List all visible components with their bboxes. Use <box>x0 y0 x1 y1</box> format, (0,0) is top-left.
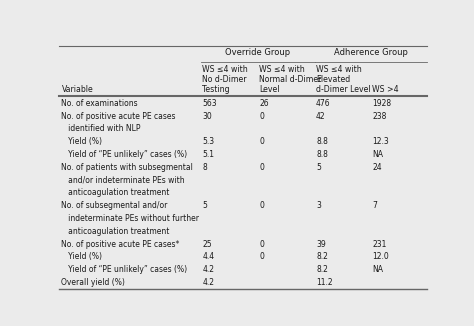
Text: No d-Dimer: No d-Dimer <box>202 75 246 84</box>
Text: 231: 231 <box>372 240 387 249</box>
Text: Yield of “PE unlikely” cases (%): Yield of “PE unlikely” cases (%) <box>62 265 188 274</box>
Text: 11.2: 11.2 <box>316 278 333 287</box>
Text: Adherence Group: Adherence Group <box>334 48 408 57</box>
Text: 5.1: 5.1 <box>202 150 214 159</box>
Text: identified with NLP: identified with NLP <box>62 125 141 133</box>
Text: No. of subsegmental and/or: No. of subsegmental and/or <box>62 201 168 210</box>
Text: WS ≤4 with: WS ≤4 with <box>316 66 362 74</box>
Text: 24: 24 <box>372 163 382 172</box>
Text: 5: 5 <box>202 201 207 210</box>
Text: 42: 42 <box>316 112 326 121</box>
Text: 5: 5 <box>316 163 321 172</box>
Text: No. of positive acute PE cases: No. of positive acute PE cases <box>62 112 176 121</box>
Text: 39: 39 <box>316 240 326 249</box>
Text: Normal d-Dimer: Normal d-Dimer <box>259 75 321 84</box>
Text: 0: 0 <box>259 201 264 210</box>
Text: Yield (%): Yield (%) <box>62 137 102 146</box>
Text: 0: 0 <box>259 240 264 249</box>
Text: 30: 30 <box>202 112 212 121</box>
Text: 1928: 1928 <box>372 99 392 108</box>
Text: 8.8: 8.8 <box>316 137 328 146</box>
Text: WS >4: WS >4 <box>372 84 399 94</box>
Text: No. of positive acute PE cases*: No. of positive acute PE cases* <box>62 240 180 249</box>
Text: and/or indeterminate PEs with: and/or indeterminate PEs with <box>62 176 185 185</box>
Text: Variable: Variable <box>62 84 93 94</box>
Text: WS ≤4 with: WS ≤4 with <box>259 66 305 74</box>
Text: Elevated: Elevated <box>316 75 350 84</box>
Text: 0: 0 <box>259 137 264 146</box>
Text: No. of examinations: No. of examinations <box>62 99 138 108</box>
Text: 8: 8 <box>202 163 207 172</box>
Text: 12.0: 12.0 <box>372 252 389 261</box>
Text: 8.8: 8.8 <box>316 150 328 159</box>
Text: Overall yield (%): Overall yield (%) <box>62 278 125 287</box>
Text: 4.4: 4.4 <box>202 252 214 261</box>
Text: 0: 0 <box>259 112 264 121</box>
Text: NA: NA <box>372 150 383 159</box>
Text: 4.2: 4.2 <box>202 278 214 287</box>
Text: anticoagulation treatment: anticoagulation treatment <box>62 188 170 198</box>
Text: indeterminate PEs without further: indeterminate PEs without further <box>62 214 200 223</box>
Text: 8.2: 8.2 <box>316 265 328 274</box>
Text: Yield of “PE unlikely” cases (%): Yield of “PE unlikely” cases (%) <box>62 150 188 159</box>
Text: 0: 0 <box>259 163 264 172</box>
Text: No. of patients with subsegmental: No. of patients with subsegmental <box>62 163 193 172</box>
Text: 5.3: 5.3 <box>202 137 214 146</box>
Text: Yield (%): Yield (%) <box>62 252 102 261</box>
Text: d-Dimer Level: d-Dimer Level <box>316 84 371 94</box>
Text: 238: 238 <box>372 112 387 121</box>
Text: 563: 563 <box>202 99 217 108</box>
Text: Testing: Testing <box>202 84 230 94</box>
Text: 7: 7 <box>372 201 377 210</box>
Text: 0: 0 <box>259 252 264 261</box>
Text: 8.2: 8.2 <box>316 252 328 261</box>
Text: WS ≤4 with: WS ≤4 with <box>202 66 248 74</box>
Text: NA: NA <box>372 265 383 274</box>
Text: 25: 25 <box>202 240 212 249</box>
Text: 12.3: 12.3 <box>372 137 389 146</box>
Text: 26: 26 <box>259 99 269 108</box>
Text: Level: Level <box>259 84 280 94</box>
Text: 3: 3 <box>316 201 321 210</box>
Text: 476: 476 <box>316 99 331 108</box>
Text: 4.2: 4.2 <box>202 265 214 274</box>
Text: anticoagulation treatment: anticoagulation treatment <box>62 227 170 236</box>
Text: Override Group: Override Group <box>225 48 290 57</box>
